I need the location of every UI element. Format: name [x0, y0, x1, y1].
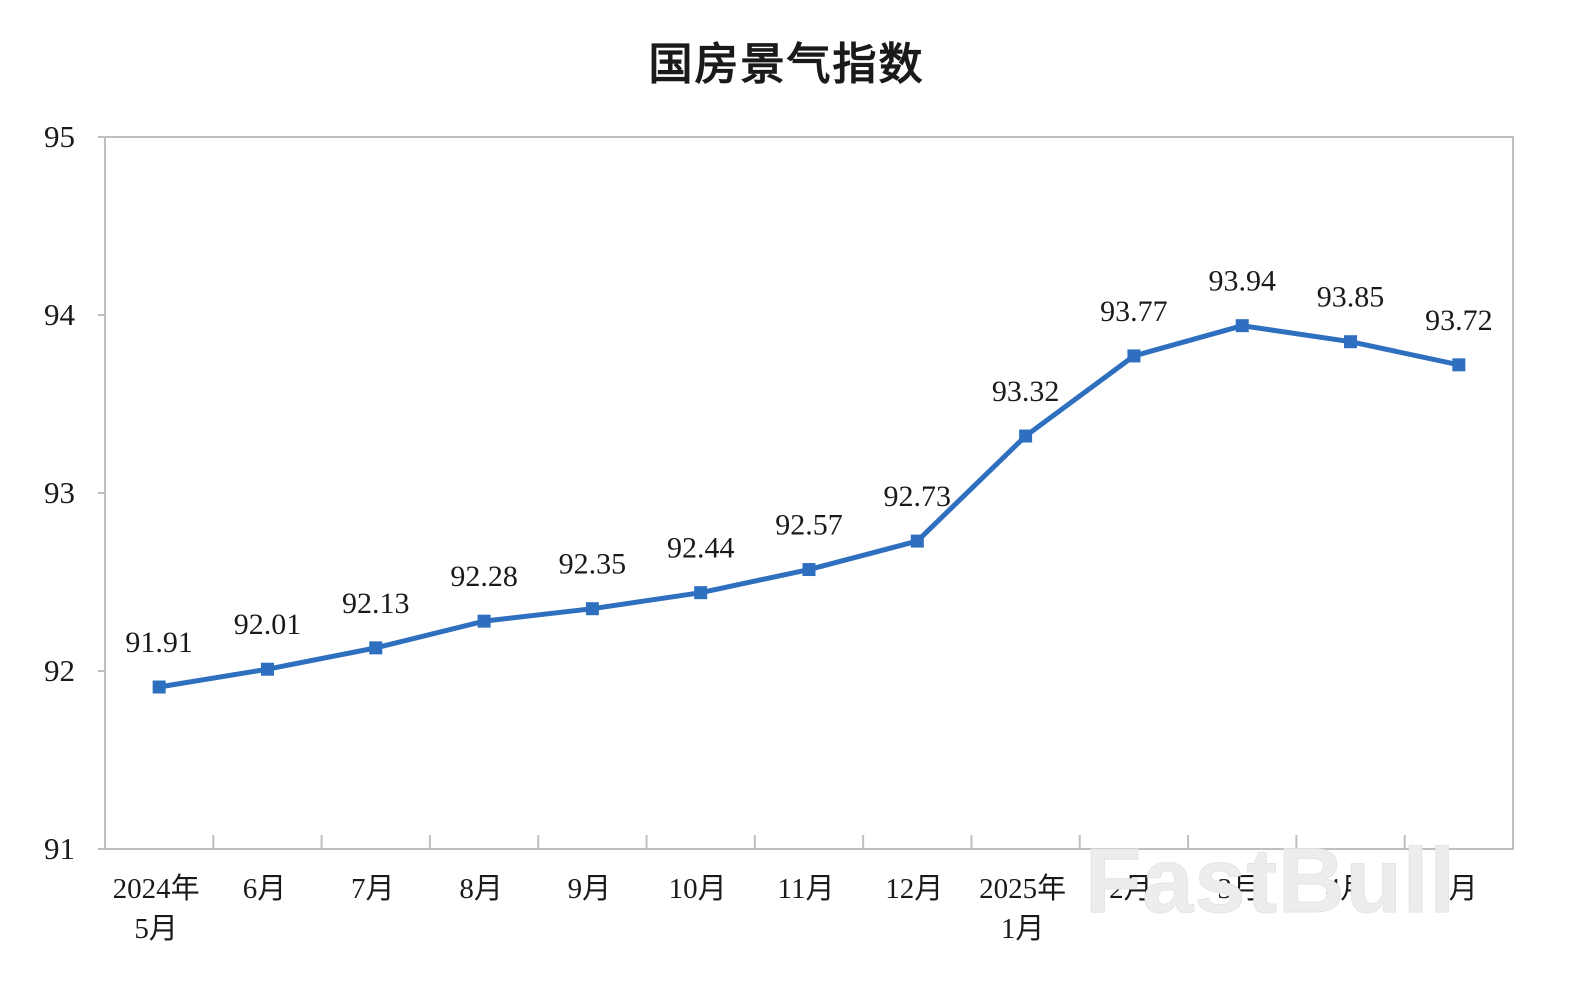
data-label: 92.28	[450, 560, 518, 593]
y-tick-label: 93	[44, 475, 75, 510]
x-tick-label: 5月	[1434, 873, 1478, 905]
x-tick-label: 6月	[243, 873, 287, 905]
x-tick-label: 1月	[1001, 913, 1045, 945]
data-point-marker	[1452, 358, 1466, 372]
x-tick-label: 7月	[351, 873, 395, 905]
plot-area-frame	[104, 136, 1514, 850]
data-point-marker	[477, 614, 491, 628]
y-axis: 91 92 93 94 95	[44, 119, 105, 866]
x-tick-label: 5月	[134, 913, 178, 945]
data-label: 92.13	[342, 587, 410, 620]
data-label: 92.73	[884, 480, 952, 513]
data-label: 92.01	[234, 608, 302, 641]
data-point-marker	[694, 586, 708, 600]
x-tick-label: 2025年	[979, 872, 1066, 905]
data-point-marker	[802, 563, 816, 577]
x-tick-label: 10月	[669, 873, 727, 905]
data-label: 93.72	[1425, 304, 1493, 337]
y-tick-label: 94	[44, 297, 76, 332]
x-tick-label: 2024年	[113, 872, 200, 905]
data-label: 92.35	[559, 548, 627, 581]
data-point-marker	[152, 680, 166, 694]
data-point-marker	[910, 534, 924, 548]
data-label: 91.91	[125, 626, 193, 659]
data-point-marker	[1019, 429, 1033, 443]
data-point-marker	[260, 662, 274, 676]
series-path	[156, 323, 1462, 690]
x-tick-label: 12月	[885, 873, 943, 905]
data-label: 92.44	[667, 532, 735, 565]
data-point-marker	[369, 641, 383, 655]
data-label: 93.85	[1317, 281, 1385, 314]
series-line	[152, 319, 1466, 694]
data-label: 92.57	[775, 509, 843, 542]
watermark-logo: FastBull	[1085, 830, 1456, 932]
data-point-marker	[1344, 335, 1358, 349]
x-tick-label: 3月	[1217, 873, 1261, 905]
x-tick-label: 2月	[1109, 873, 1153, 905]
data-point-marker	[585, 602, 599, 616]
y-tick-label: 91	[44, 831, 75, 866]
data-label: 93.32	[992, 375, 1060, 408]
data-labels: 91.91 92.01 92.13 92.28 92.35 92.44 92.57 92.73…	[125, 265, 1492, 659]
x-tick-label: 8月	[459, 873, 503, 905]
chart-title: 国房景气指数	[648, 39, 925, 90]
y-tick-label: 92	[44, 653, 75, 688]
data-point-marker	[1127, 349, 1141, 363]
data-label: 93.77	[1100, 295, 1168, 328]
x-tick-label: 11月	[778, 873, 835, 905]
x-axis: 2024年 5月 6月 7月 8月 9月 10月 11月 12月 2025年 1月 2月 3月 4月 5月	[113, 835, 1478, 945]
x-tick-label: 4月	[1326, 873, 1370, 905]
data-label: 93.94	[1208, 265, 1276, 298]
data-point-marker	[1235, 319, 1249, 333]
x-tick-label: 9月	[568, 873, 612, 905]
y-tick-label: 95	[44, 119, 75, 154]
